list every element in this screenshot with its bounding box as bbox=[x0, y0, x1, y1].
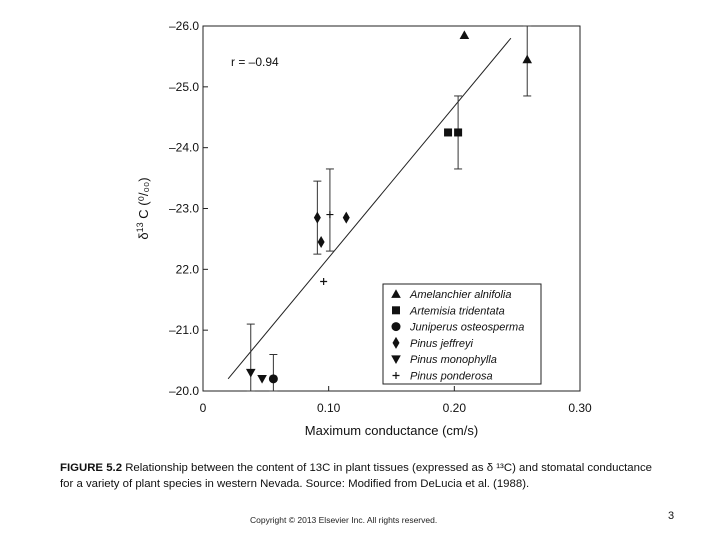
legend-marker bbox=[391, 355, 401, 364]
regression-line bbox=[227, 37, 512, 380]
caption-text: Relationship between the content of 13C … bbox=[60, 462, 653, 490]
data-point bbox=[522, 54, 533, 64]
data-point bbox=[257, 374, 267, 384]
data-point bbox=[444, 128, 453, 137]
correlation-annotation: r = –0.94 bbox=[231, 55, 279, 69]
legend-marker bbox=[392, 372, 400, 379]
legend-marker bbox=[391, 289, 401, 298]
legend-label: Artemisia tridentata bbox=[409, 305, 505, 317]
y-tick-label: –20.0 bbox=[169, 384, 199, 398]
y-tick-label: –24.0 bbox=[169, 141, 199, 155]
data-point bbox=[268, 374, 278, 384]
data-point bbox=[320, 278, 328, 285]
x-tick-label: 0 bbox=[200, 401, 207, 415]
x-tick-label: 0.10 bbox=[317, 401, 341, 415]
y-tick-label: –26.0 bbox=[169, 19, 199, 33]
x-tick-label: 0.30 bbox=[568, 401, 592, 415]
legend-marker bbox=[391, 322, 401, 332]
legend-box bbox=[382, 283, 542, 385]
data-point bbox=[459, 30, 470, 39]
copyright-notice: Copyright © 2013 Elsevier Inc. All right… bbox=[250, 515, 438, 525]
data-point bbox=[317, 235, 325, 248]
legend-label: Pinus jeffreyi bbox=[410, 338, 474, 350]
y-tick-label: 22.0 bbox=[176, 262, 200, 276]
x-tick-label: 0.20 bbox=[443, 401, 467, 415]
y-axis-label: δ13 C (⁰/₀₀) bbox=[135, 177, 151, 239]
data-point bbox=[245, 368, 256, 378]
data-point bbox=[342, 211, 350, 224]
legend-label: Juniperus osteosperma bbox=[409, 322, 524, 334]
x-axis-label: Maximum conductance (cm/s) bbox=[305, 423, 478, 438]
y-tick-label: –25.0 bbox=[169, 80, 199, 94]
figure-caption: FIGURE 5.2 Relationship between the cont… bbox=[60, 460, 660, 492]
legend-label: Amelanchier alnifolia bbox=[409, 289, 512, 301]
figure-label: FIGURE 5.2 bbox=[60, 462, 123, 474]
legend-label: Pinus ponderosa bbox=[410, 371, 493, 383]
page-number: 3 bbox=[668, 510, 675, 522]
y-tick-label: –23.0 bbox=[169, 202, 199, 216]
y-tick-label: –21.0 bbox=[169, 323, 199, 337]
legend-label: Pinus monophylla bbox=[410, 354, 497, 366]
data-point bbox=[326, 211, 334, 219]
legend-marker bbox=[392, 336, 400, 349]
data-point bbox=[313, 211, 321, 224]
legend-marker bbox=[392, 306, 400, 315]
scatter-chart: –26.0 –25.0 –24.0 –23.0 22.0 –21.0 –20.00 0.10 0… bbox=[135, 19, 592, 438]
data-point bbox=[454, 128, 463, 137]
